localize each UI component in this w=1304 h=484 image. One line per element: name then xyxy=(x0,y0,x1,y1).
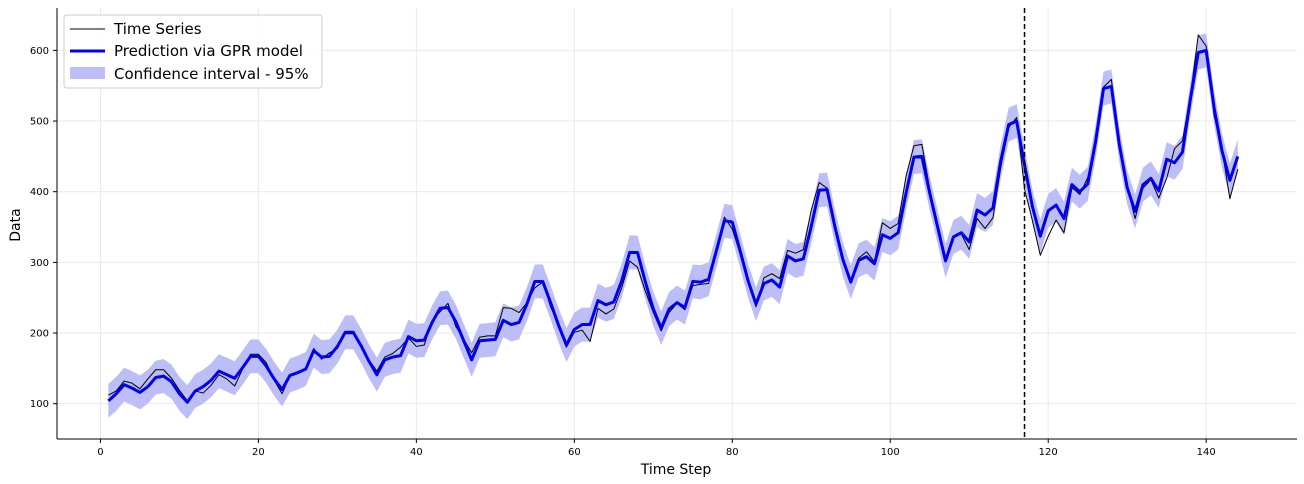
axes xyxy=(56,8,1297,440)
x-tick-label: 60 xyxy=(568,447,581,458)
x-tick-label: 120 xyxy=(1039,447,1058,458)
x-tick-label: 40 xyxy=(410,447,423,458)
y-tick-label: 400 xyxy=(30,187,49,198)
series-layer xyxy=(107,34,1240,404)
series-line-time-series xyxy=(108,34,1239,402)
y-tick-label: 500 xyxy=(30,117,49,128)
legend: Time Series Prediction via GPR model Con… xyxy=(63,14,323,89)
legend-label-confidence: Confidence interval - 95% xyxy=(114,65,309,83)
y-tick-label: 600 xyxy=(30,46,49,57)
legend-box xyxy=(63,14,323,89)
x-tick-label: 140 xyxy=(1197,447,1216,458)
confidence-band-layer xyxy=(108,33,1238,420)
x-tick-label: 100 xyxy=(881,447,900,458)
y-tick-label: 200 xyxy=(30,329,49,340)
series-line-prediction xyxy=(107,48,1240,404)
x-tick-label: 20 xyxy=(252,447,265,458)
confidence-band xyxy=(108,33,1238,420)
y-axis-title: Data xyxy=(8,208,24,241)
y-tick-label: 300 xyxy=(30,258,49,269)
legend-swatch-confidence xyxy=(70,67,105,79)
x-tick-label: 80 xyxy=(726,447,739,458)
ticks: 0 20 40 60 80 100 120 140 100 200 300 400 500 600 xyxy=(30,46,1216,458)
legend-label-time-series: Time Series xyxy=(113,20,202,38)
legend-label-prediction: Prediction via GPR model xyxy=(114,42,303,60)
y-tick-label: 100 xyxy=(30,399,49,410)
x-tick-label: 0 xyxy=(97,447,103,458)
x-axis-title: Time Step xyxy=(640,462,712,478)
